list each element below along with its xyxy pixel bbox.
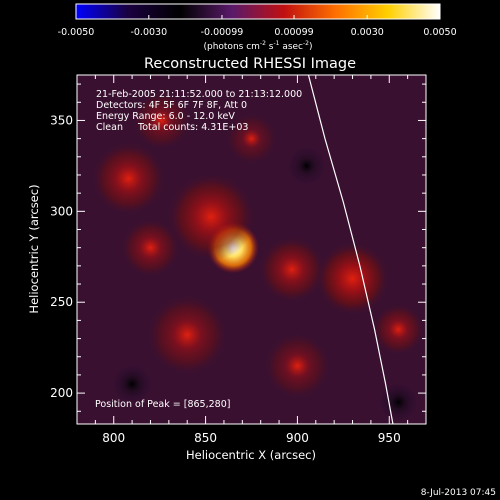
heatmap-sources	[91, 91, 425, 424]
colorbar-tick-label: 0.00099	[274, 27, 313, 38]
heatmap-source	[376, 380, 421, 424]
heatmap-source	[167, 172, 256, 261]
colorbar-tick-label: -0.00099	[201, 27, 244, 38]
x-tick-label: 900	[286, 431, 309, 445]
heatmap-source	[264, 332, 331, 399]
y-tick-label: 250	[50, 295, 73, 309]
x-axis-label: Heliocentric X (arcsec)	[186, 448, 316, 462]
colorbar	[75, 3, 441, 20]
annotation-peak-position: Position of Peak = [865,280]	[95, 399, 230, 410]
heatmap-source	[372, 303, 425, 356]
heatmap-source	[284, 143, 329, 188]
colorbar-tick-label: 0.0030	[351, 27, 384, 38]
colorbar-tick-label: -0.0050	[58, 27, 95, 38]
heatmap-source	[315, 241, 390, 316]
y-axis-label: Heliocentric Y (arcsec)	[27, 184, 41, 313]
colorbar-units: (photons cm-2 s-1 asec-2)	[203, 40, 312, 52]
x-tick-label: 850	[194, 431, 217, 445]
x-tick-label: 950	[378, 431, 401, 445]
heatmap-source	[110, 361, 155, 407]
colorbar-tick-label: 0.0050	[423, 27, 456, 38]
y-tick-label: 350	[50, 113, 73, 127]
plot-frame	[76, 74, 427, 425]
heatmap-source	[146, 294, 228, 376]
axes: 800 850 900 950 200 250 300 350	[50, 75, 427, 445]
heatmap-source	[258, 236, 325, 303]
solar-limb-line	[307, 75, 394, 424]
annotation-clean: Clean Total counts: 4.31E+03	[96, 122, 248, 133]
footer-timestamp: 8-Jul-2013 07:45	[421, 488, 496, 498]
heatmap-source	[91, 141, 166, 216]
heatmap-source	[225, 112, 278, 165]
colorbar-ticks: -0.0050 -0.0030 -0.00099 0.00099 0.0030 0.005…	[58, 15, 457, 38]
heatmap-source	[121, 218, 180, 278]
annotation-detectors: Detectors: 4F 5F 6F 7F 8F, Att 0	[96, 100, 247, 111]
x-tick-label: 800	[102, 431, 125, 445]
heatmap-source	[132, 91, 191, 150]
colorbar-tick-label: -0.0030	[130, 27, 167, 38]
annotation-energy: Energy Range: 6.0 - 12.0 keV	[96, 111, 235, 122]
y-tick-label: 200	[50, 386, 73, 400]
y-tick-label: 300	[50, 204, 73, 218]
annotation-time-range: 21-Feb-2005 21:11:52.000 to 21:13:12.000	[96, 89, 302, 100]
chart-title: Reconstructed RHESSI Image	[144, 56, 356, 72]
